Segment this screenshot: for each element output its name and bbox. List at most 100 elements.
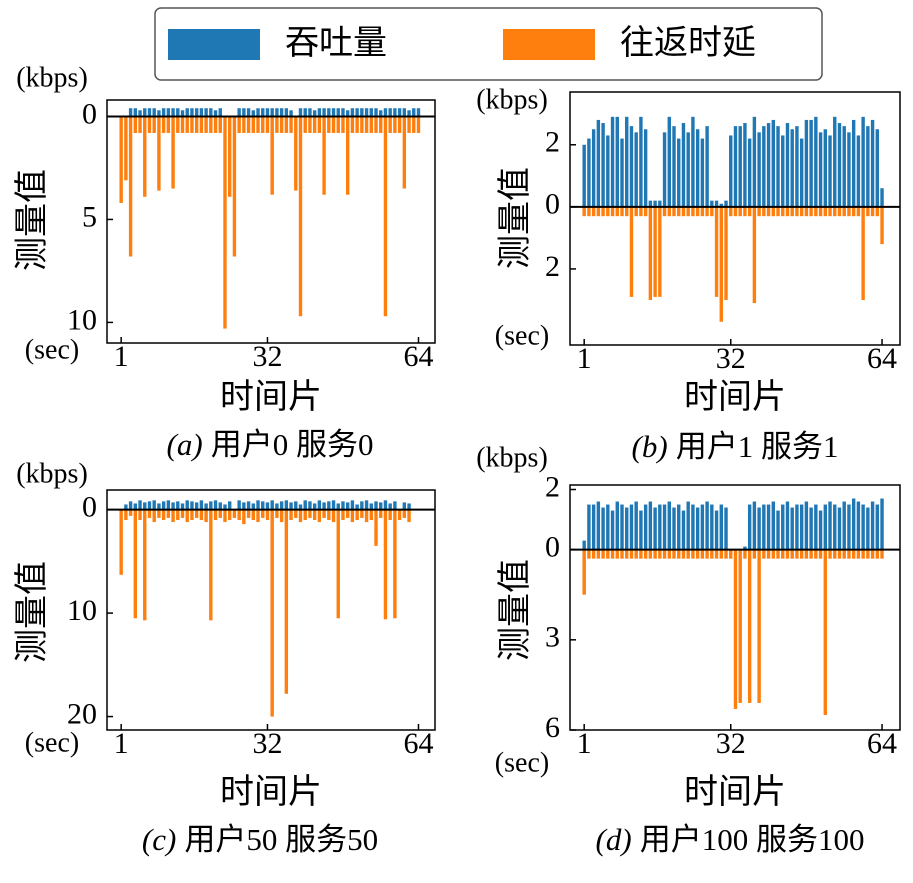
bar [714,200,719,207]
bar [672,549,676,559]
bar [138,509,142,520]
bar [814,206,818,217]
bar [133,108,138,117]
bar [837,123,842,207]
bar [204,509,208,523]
bar [228,509,232,520]
bar [284,116,289,133]
bar [374,501,378,510]
x-tick-label: 64 [403,340,433,373]
bar [355,504,359,510]
bar [606,504,610,550]
bar [402,108,407,117]
bar [724,549,728,559]
bar [861,549,865,559]
bar [265,108,270,117]
bar [620,504,624,550]
bar [388,503,392,510]
bar [823,206,828,217]
bar [317,116,322,133]
bar [246,116,251,133]
caption: (d) 用户100 服务100 [596,822,865,857]
bar [686,206,690,217]
bar [790,549,794,559]
bar [194,116,199,133]
y-unit: (kbps) [476,84,548,115]
bar [124,504,128,510]
bar [639,510,643,550]
bar [729,549,733,559]
bar [833,116,837,207]
bar [677,138,681,207]
bar [596,206,601,217]
bar [757,507,761,550]
caption-label: (a) [167,427,203,462]
bar [147,108,152,117]
bar [261,116,265,133]
bar [587,504,591,550]
bar [606,206,610,217]
bar [345,509,350,518]
bar [828,135,832,207]
bar [643,504,648,550]
bar [762,504,766,550]
bar [209,501,213,510]
bar [213,500,218,510]
bar [308,509,312,518]
bar [369,503,373,510]
bar [393,509,397,619]
bar [270,116,274,195]
bar [752,501,757,550]
bar [705,126,709,207]
bar [705,549,709,559]
bar [596,549,601,559]
bar [279,108,284,117]
bar [677,549,681,559]
bar [157,110,161,117]
bar [180,116,185,133]
bar [360,509,364,518]
bar [785,549,790,559]
bar [204,108,208,117]
bar [279,501,284,510]
x-tick-label: 64 [867,727,897,760]
bar [658,200,662,207]
bar [209,108,213,117]
bar [166,108,171,117]
bar [402,502,407,510]
bar [776,510,780,550]
bar [138,500,142,510]
bar [653,507,657,550]
bar [350,108,355,117]
bar [582,549,586,595]
bar [213,509,218,520]
bar [667,549,671,559]
bar [799,549,804,559]
bar [856,501,861,550]
bar [355,116,359,133]
bar [643,549,648,559]
bar [582,540,586,550]
bar [686,501,690,550]
y-tick-label: 3 [545,621,560,654]
bar [719,206,723,322]
bar [658,206,662,297]
bar [653,200,657,207]
bar [265,502,270,510]
bar [591,129,596,207]
bar [284,509,289,694]
bar [289,116,293,133]
bar [847,504,851,550]
bar [336,509,340,619]
bar [161,108,166,117]
bar [388,116,392,133]
bar [223,509,227,523]
bar [242,509,246,525]
bar [279,116,284,133]
bar [667,116,671,207]
bar [218,509,222,518]
bar [157,509,161,518]
bar [185,108,189,117]
bar [781,206,785,217]
bar [606,549,610,559]
